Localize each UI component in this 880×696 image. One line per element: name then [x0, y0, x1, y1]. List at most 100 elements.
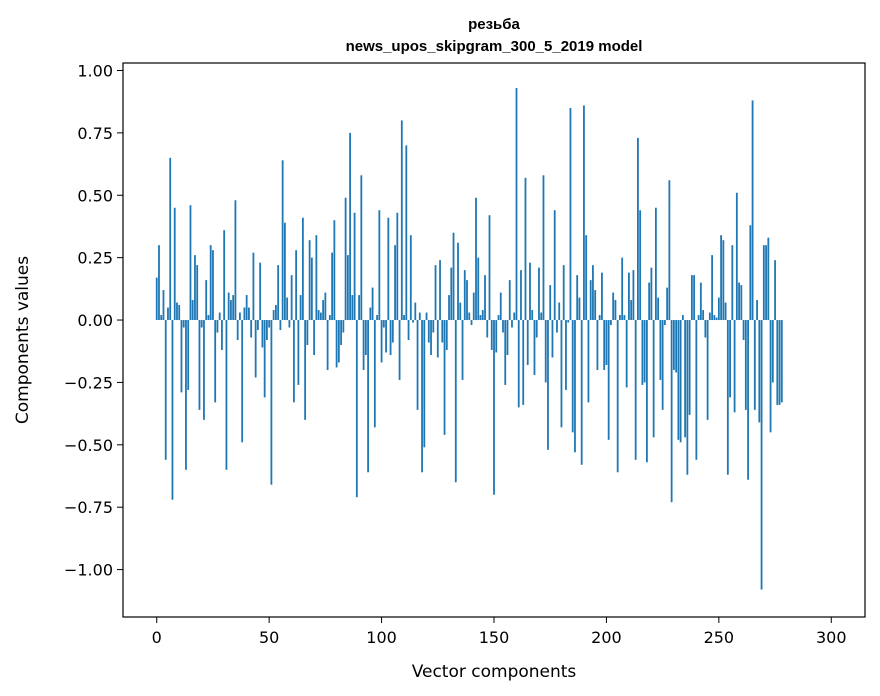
bar — [322, 300, 325, 321]
bar — [652, 320, 655, 438]
bar — [196, 265, 199, 321]
bar — [702, 310, 705, 321]
bar — [762, 245, 765, 321]
bar — [713, 315, 716, 321]
bar — [232, 295, 235, 321]
y-tick-label: 0.75 — [77, 124, 113, 143]
bar — [769, 320, 772, 433]
bar — [731, 245, 734, 321]
bar — [479, 315, 482, 321]
bar — [200, 320, 203, 328]
bar — [508, 280, 511, 321]
bar — [697, 315, 700, 321]
bar — [416, 320, 419, 410]
bar — [209, 245, 212, 321]
bar — [176, 302, 178, 321]
bar — [452, 232, 455, 321]
bar — [699, 282, 702, 321]
bar — [389, 320, 392, 355]
bar — [367, 320, 369, 473]
y-tick-label: 0.50 — [77, 186, 113, 205]
bar — [459, 302, 462, 321]
y-tick-label: 0.25 — [77, 249, 113, 268]
bar — [603, 320, 606, 370]
bar — [225, 320, 228, 470]
y-tick-label: −0.75 — [64, 498, 113, 517]
bar — [463, 270, 466, 321]
bar — [387, 217, 390, 321]
chart-subtitle: news_upos_skipgram_300_5_2019 model — [346, 38, 643, 55]
bar — [657, 297, 660, 321]
bar — [468, 312, 471, 321]
bar — [245, 295, 248, 321]
bar — [594, 290, 597, 321]
bar — [403, 315, 405, 321]
bar — [574, 320, 576, 453]
bar — [614, 300, 617, 321]
bar — [360, 175, 363, 321]
bar — [308, 240, 311, 321]
bar — [693, 275, 696, 321]
bar — [553, 210, 556, 321]
bar — [760, 320, 763, 590]
bar — [531, 310, 534, 321]
bar — [275, 305, 277, 321]
bar — [277, 265, 280, 321]
bar — [414, 302, 417, 321]
bar — [212, 250, 214, 321]
bar — [513, 312, 516, 321]
bar — [203, 320, 205, 420]
bar — [396, 212, 399, 321]
bar — [569, 107, 572, 321]
bar — [641, 320, 644, 385]
bar — [535, 320, 538, 338]
bar — [475, 197, 477, 321]
bar — [571, 320, 574, 433]
bar — [677, 320, 680, 440]
bar — [335, 320, 338, 368]
bar — [450, 267, 453, 321]
bar — [326, 320, 329, 370]
bar — [596, 320, 599, 370]
bar — [778, 320, 781, 405]
bar — [155, 277, 158, 321]
bar — [169, 157, 172, 321]
bar — [540, 312, 543, 321]
bar — [578, 297, 581, 321]
bar — [544, 320, 547, 383]
y-axis-label: Components values — [13, 256, 33, 424]
bar — [686, 320, 689, 475]
bar — [270, 320, 273, 485]
bar — [248, 307, 250, 321]
bar — [187, 320, 190, 390]
bar — [257, 320, 259, 331]
bar — [720, 235, 722, 321]
bar — [398, 320, 401, 380]
bar — [279, 320, 282, 331]
chart-title: резьба — [468, 16, 520, 33]
bar — [454, 320, 457, 483]
bar — [486, 320, 489, 338]
bar — [744, 320, 747, 410]
bar — [549, 285, 552, 321]
bar — [756, 300, 758, 321]
bar — [198, 320, 201, 410]
bar — [328, 315, 331, 321]
bar — [715, 317, 718, 321]
bar — [167, 307, 169, 321]
bar — [722, 240, 725, 321]
bar — [180, 320, 183, 393]
bar — [306, 320, 309, 345]
bar — [391, 320, 394, 343]
bar — [708, 312, 711, 321]
bar — [735, 192, 738, 321]
bar — [632, 270, 635, 321]
bar — [634, 320, 637, 460]
bar — [497, 315, 500, 321]
bar — [765, 245, 767, 321]
bar — [470, 320, 473, 326]
bar — [654, 207, 657, 321]
bar — [342, 320, 345, 333]
bar — [717, 297, 720, 321]
